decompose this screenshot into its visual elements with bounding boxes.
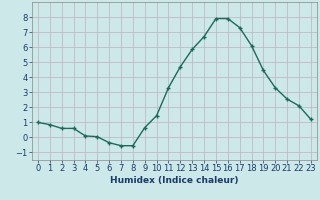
X-axis label: Humidex (Indice chaleur): Humidex (Indice chaleur): [110, 176, 239, 185]
